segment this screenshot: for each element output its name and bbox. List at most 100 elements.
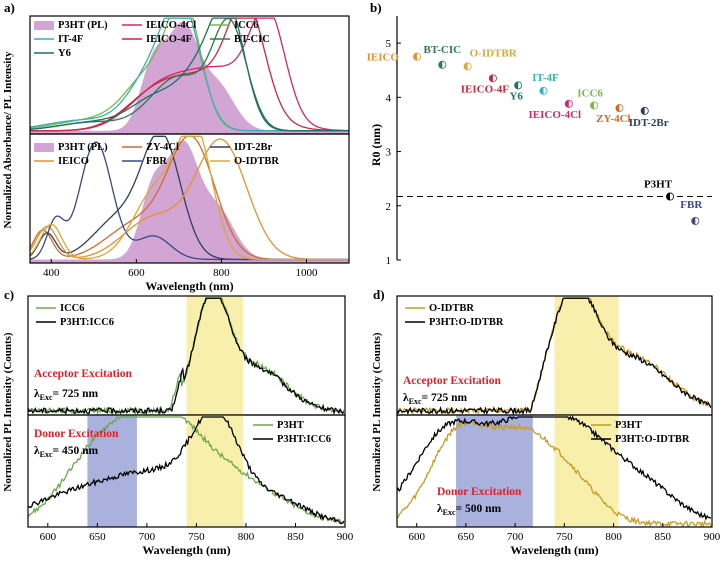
series-line (29, 138, 349, 261)
excitation-text-part: λ (34, 445, 40, 457)
x-tick-label: 850 (287, 531, 304, 543)
scatter-point-half (565, 100, 569, 108)
series-line (396, 415, 712, 521)
excitation-title: Donor Excitation (34, 428, 119, 440)
y-tick-label: 2 (386, 201, 392, 213)
plot-frame (29, 133, 350, 264)
legend-label: P3HT (277, 420, 304, 431)
excitation-title: Acceptor Excitation (403, 375, 501, 387)
excitation-text-part: = 450 nm (53, 445, 99, 457)
x-axis-label: Wavelength (nm) (510, 543, 598, 557)
point-label: IEICO-4F (461, 83, 510, 95)
y-axis-label: R0 (nm) (369, 124, 383, 166)
x-tick-label: 700 (139, 531, 156, 543)
scatter-point-half (615, 104, 620, 112)
emission-band (554, 415, 619, 527)
legend-label: P3HT:O-IDTBR (615, 434, 690, 445)
excitation-wavelength: λExc= 725 nm (34, 388, 98, 402)
emission-band (186, 415, 243, 527)
legend-label: ICC6 (234, 20, 259, 31)
series-line (27, 416, 345, 525)
legend-label: Y6 (58, 48, 71, 59)
point-label: O-IDTBR (470, 47, 518, 59)
legend-label: IDT-2Br (234, 142, 272, 153)
scatter-point-half (514, 81, 519, 90)
excitation-text-part: = 725 nm (422, 392, 468, 404)
y-tick-label: 4 (386, 92, 392, 104)
donor-excitation-band (87, 415, 137, 527)
legend-label: IT-4F (58, 34, 83, 45)
legend-swatch (34, 143, 54, 152)
point-label: IEICO-4Cl (529, 109, 582, 121)
scatter-point-half (539, 87, 544, 95)
excitation-text-part: λ (34, 388, 40, 400)
series-line (27, 297, 345, 416)
y-axis-label: Normalized PL Intensity (Counts) (371, 332, 383, 492)
scatter-point-half (489, 74, 493, 82)
excitation-text-part: Exc (40, 393, 53, 402)
panel-label-a: a) (4, 0, 15, 15)
excitation-wavelength: λExc= 500 nm (437, 503, 501, 517)
emission-band (554, 296, 619, 415)
x-tick-label: 900 (337, 531, 354, 543)
x-tick-label: 850 (655, 531, 672, 543)
scatter-point-half (691, 217, 696, 225)
legend-label: IEICO-4Cl (146, 20, 196, 31)
series-line (396, 419, 712, 529)
excitation-wavelength: λExc= 725 nm (403, 392, 467, 406)
excitation-text-part: = 500 nm (456, 503, 502, 515)
x-tick-label: 750 (188, 531, 205, 543)
excitation-title: Donor Excitation (437, 486, 522, 498)
point-label: P3HT (644, 179, 673, 191)
y-axis-label: Normalized PL Intensity (Counts) (2, 332, 14, 492)
series-line (29, 135, 349, 261)
scatter-point-half (666, 192, 670, 201)
y-tick-label: 3 (386, 147, 392, 159)
series-line (30, 17, 349, 132)
legend-label: IEICO-4F (146, 34, 192, 45)
x-tick-label: 600 (40, 531, 57, 543)
plot-frame (396, 414, 713, 528)
series-line (27, 416, 345, 525)
legend-label: FBR (146, 156, 167, 167)
y-tick-label: 1 (386, 255, 392, 267)
legend-label: P3HT:ICC6 (277, 434, 331, 445)
legend-label: P3HT:ICC6 (60, 317, 114, 328)
series-fill (30, 21, 349, 135)
x-tick-label: 900 (704, 531, 720, 543)
point-label: BT-CIC (424, 44, 462, 56)
scatter-point-half (590, 101, 595, 110)
excitation-text-part: λ (403, 392, 409, 404)
x-tick-label: 800 (213, 267, 230, 279)
excitation-title: Acceptor Excitation (34, 368, 132, 380)
excitation-text-part: Exc (40, 450, 53, 459)
series-line (29, 17, 349, 132)
panel-label-b: b) (370, 0, 382, 15)
legend-label: BT-CIC (234, 34, 270, 45)
excitation-text-part: λ (437, 503, 443, 515)
y-tick-label: 5 (386, 38, 392, 50)
legend-label: P3HT (PL) (58, 142, 108, 153)
panel-label: d) (373, 287, 385, 302)
scatter-point-half (641, 107, 645, 115)
x-tick-label: 650 (458, 531, 475, 543)
legend-label: ZY-4Cl (146, 142, 179, 153)
scatter-point-half (438, 61, 443, 69)
x-tick-label: 650 (89, 531, 106, 543)
legend-label: O-IDTBR (234, 156, 279, 167)
x-tick-label: 600 (408, 531, 425, 543)
legend-label: P3HT (PL) (58, 20, 108, 31)
plot-frame (27, 414, 346, 528)
x-tick-label: 600 (128, 267, 145, 279)
scatter-point-half (464, 62, 468, 71)
x-axis-label: Wavelength (nm) (142, 543, 230, 557)
point-label: ZY-4Cl (596, 113, 630, 125)
legend-label: P3HT:O-IDTBR (429, 317, 504, 328)
x-tick-label: 800 (238, 531, 255, 543)
emission-band (186, 296, 243, 415)
legend-swatch (34, 21, 54, 30)
point-label: Y6 (509, 90, 523, 102)
series-line (396, 297, 712, 416)
point-label: IT-4F (532, 72, 559, 84)
